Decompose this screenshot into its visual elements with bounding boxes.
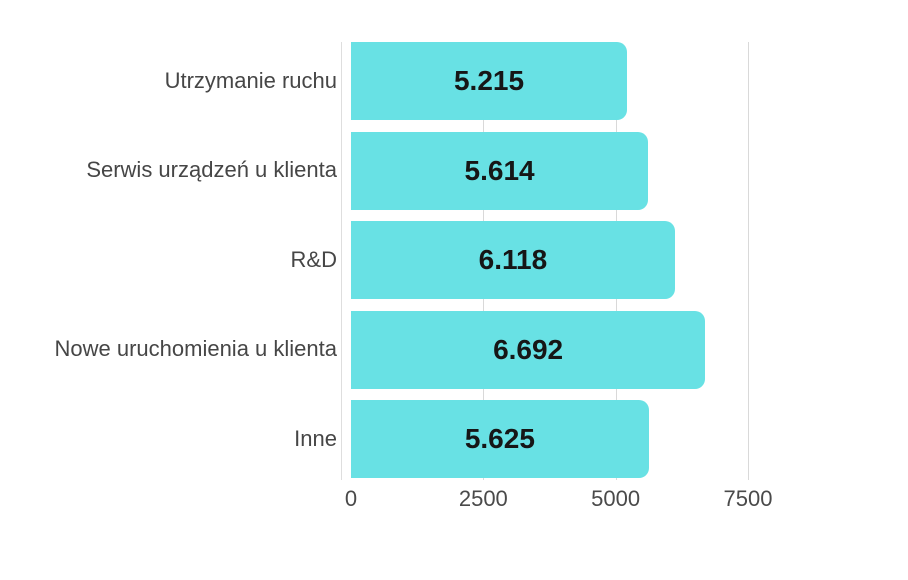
- value-label: 5.215: [453, 65, 525, 96]
- category-label: Serwis urządzeń u klienta: [86, 157, 337, 183]
- value-label: 6.692: [493, 333, 564, 365]
- bar-track: 5.625: [351, 400, 748, 478]
- bar-row: Inne 5.625: [0, 400, 908, 478]
- bar-row: Utrzymanie ruchu 5.215: [0, 42, 908, 120]
- bar: 6.692: [351, 310, 706, 389]
- value-label: 5.625: [464, 423, 535, 454]
- x-tick-label: 2500: [458, 486, 508, 511]
- bar-track: 5.614: [351, 131, 748, 210]
- value-label: 5.614: [464, 154, 535, 186]
- x-tick-label: 5000: [591, 486, 641, 511]
- category-label: Inne: [294, 425, 337, 451]
- bar: 5.215: [351, 42, 628, 120]
- bar-row: Serwis urządzeń u klienta 5.614: [0, 131, 908, 210]
- value-label: 6.118: [478, 244, 548, 275]
- category-label: Nowe uruchomienia u klienta: [54, 336, 338, 362]
- x-tick-label: 0: [344, 486, 358, 511]
- category-label: Utrzymanie ruchu: [164, 67, 337, 93]
- gridline-7500: [748, 42, 749, 480]
- bar: 5.625: [351, 400, 649, 478]
- x-tick-label: 7500: [723, 486, 773, 511]
- x-axis: 0 2500 5000 7500: [345, 486, 773, 516]
- bar-rows: Utrzymanie ruchu 5.215 Serwis urządzeń u k…: [0, 42, 908, 478]
- bar-track: 6.118: [351, 221, 748, 299]
- bar-row: Nowe uruchomienia u klienta 6.692: [0, 310, 908, 389]
- category-axis-line: [341, 42, 342, 480]
- bar: 5.614: [351, 131, 649, 210]
- category-label: R&D: [290, 246, 337, 272]
- bar-row: R&D 6.118: [0, 221, 908, 299]
- bar-track: 6.692: [351, 310, 748, 389]
- bar-track: 5.215: [351, 42, 748, 120]
- bar: 6.118: [351, 221, 675, 299]
